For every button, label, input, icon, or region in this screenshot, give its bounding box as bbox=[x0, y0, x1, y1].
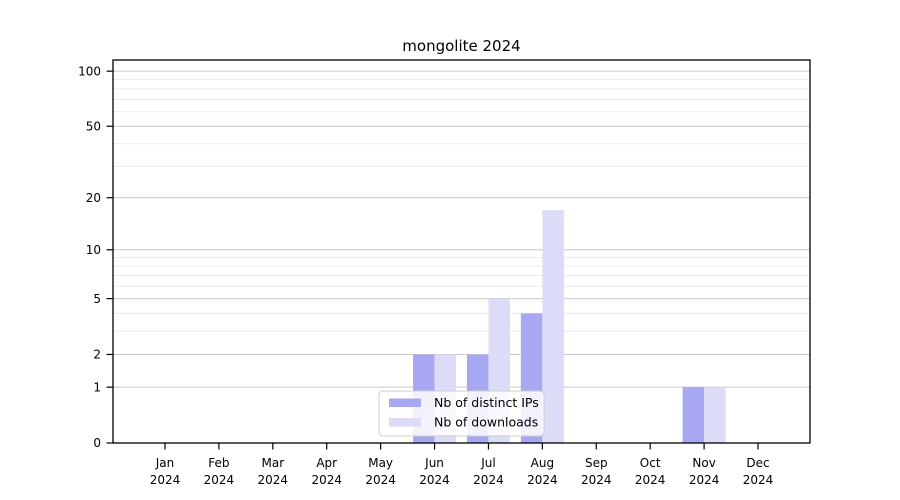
legend-swatch bbox=[389, 418, 421, 427]
x-tick-label-month: Jun bbox=[424, 456, 444, 470]
y-tick-label: 0 bbox=[93, 436, 101, 450]
x-tick-label-month: May bbox=[368, 456, 393, 470]
x-tick-label-year: 2024 bbox=[635, 473, 666, 487]
y-tick-label: 10 bbox=[86, 243, 101, 257]
x-tick-label-year: 2024 bbox=[473, 473, 504, 487]
x-tick-label-month: Mar bbox=[261, 456, 284, 470]
x-tick-label-year: 2024 bbox=[419, 473, 450, 487]
x-tick-label-year: 2024 bbox=[581, 473, 612, 487]
bar-downloads bbox=[542, 210, 564, 443]
x-tick-label-month: Jan bbox=[155, 456, 175, 470]
x-tick-label-month: Apr bbox=[316, 456, 337, 470]
x-tick-label-year: 2024 bbox=[365, 473, 396, 487]
x-tick-label-month: Jul bbox=[480, 456, 495, 470]
x-tick-label-month: Aug bbox=[531, 456, 554, 470]
x-tick-label-year: 2024 bbox=[527, 473, 558, 487]
x-tick-label-month: Oct bbox=[640, 456, 661, 470]
y-tick-label: 50 bbox=[86, 119, 101, 133]
axis-layer: 0 1 2 5 10 20 50 100 Jan 2024 Feb 2024 Mar 2024 Apr 202… bbox=[78, 59, 811, 487]
y-tick-label: 5 bbox=[93, 292, 101, 306]
y-tick-label: 20 bbox=[86, 191, 101, 205]
legend-label: Nb of distinct IPs bbox=[434, 395, 539, 410]
legend-swatch bbox=[389, 398, 421, 407]
chart-title: mongolite 2024 bbox=[402, 37, 520, 55]
plot-border bbox=[112, 59, 811, 444]
x-tick-label-year: 2024 bbox=[204, 473, 235, 487]
y-tick-label: 100 bbox=[78, 64, 101, 78]
legend: Nb of distinct IPs Nb of downloads bbox=[378, 390, 545, 437]
x-tick-label-year: 2024 bbox=[743, 473, 774, 487]
x-tick-label-month: Dec bbox=[746, 456, 769, 470]
x-tick-label-year: 2024 bbox=[311, 473, 342, 487]
x-tick-label-month: Nov bbox=[692, 456, 715, 470]
x-tick-label-year: 2024 bbox=[689, 473, 720, 487]
bar-downloads bbox=[704, 387, 726, 443]
x-tick-label-year: 2024 bbox=[150, 473, 181, 487]
y-tick-label: 1 bbox=[93, 380, 101, 394]
x-tick-label-month: Feb bbox=[208, 456, 229, 470]
x-tick-label-year: 2024 bbox=[258, 473, 289, 487]
legend-label: Nb of downloads bbox=[434, 415, 538, 430]
x-tick-label-month: Sep bbox=[585, 456, 608, 470]
y-tick-label: 2 bbox=[93, 348, 101, 362]
bar-distinct-ips bbox=[682, 387, 705, 443]
grid-layer bbox=[113, 70, 810, 388]
